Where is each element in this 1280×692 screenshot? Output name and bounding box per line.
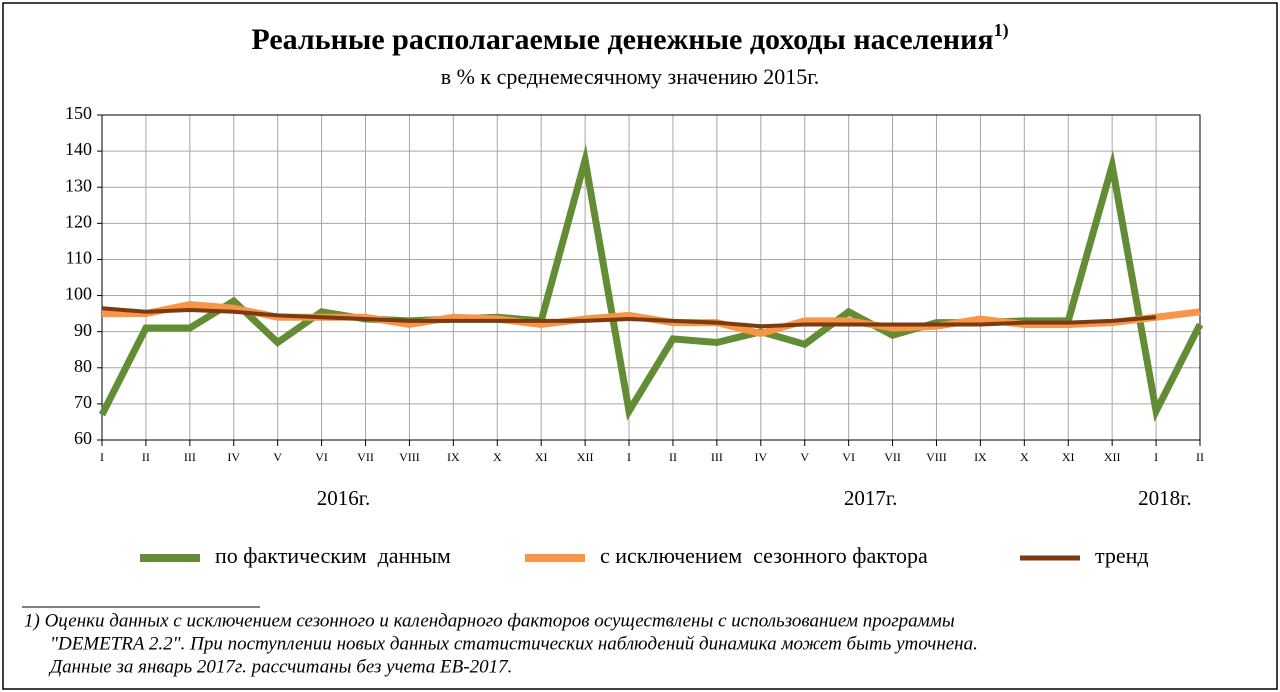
x-tick-label: V (273, 450, 282, 464)
x-tick-label: XII (1104, 450, 1121, 464)
footnote-line: "DEMETRA 2.2". При поступлении новых дан… (50, 633, 978, 654)
y-tick-label: 100 (65, 284, 92, 304)
x-tick-label: VI (315, 450, 328, 464)
series-line (98, 144, 1204, 423)
x-tick-label: VIII (399, 450, 420, 464)
legend-label: по фактическим данным (215, 543, 451, 568)
x-tick-label: X (493, 450, 502, 464)
x-tick-label: III (184, 450, 196, 464)
x-tick-label: I (1154, 450, 1158, 464)
x-tick-label: I (627, 450, 631, 464)
x-tick-label: XI (1062, 450, 1075, 464)
title-note: 1) (994, 20, 1009, 41)
x-tick-label: VIII (926, 450, 947, 464)
footnote-line: 1) Оценки данных с исключением сезонного… (24, 610, 955, 631)
x-tick-label: X (1020, 450, 1029, 464)
x-tick-label: VI (842, 450, 855, 464)
year-label: 2016г. (317, 486, 371, 510)
x-tick-label: III (711, 450, 723, 464)
y-tick-label: 80 (74, 356, 92, 376)
x-tick-label: II (1196, 450, 1204, 464)
plot-border (101, 114, 1201, 441)
x-tick-label: I (100, 450, 104, 464)
x-tick-label: II (142, 450, 150, 464)
x-tick-label: IV (227, 450, 240, 464)
x-tick-label: VII (884, 450, 901, 464)
title-text: Реальные располагаемые денежные доходы н… (251, 23, 993, 56)
y-tick-label: 90 (74, 320, 92, 340)
x-tick-label: IX (447, 450, 460, 464)
x-tick-label: IX (974, 450, 987, 464)
x-tick-label: II (669, 450, 677, 464)
y-tick-label: 120 (65, 211, 92, 231)
legend-label: с исключением сезонного фактора (600, 543, 928, 568)
y-tick-label: 130 (65, 175, 92, 195)
year-label: 2018г. (1138, 486, 1192, 510)
x-tick-label: VII (357, 450, 374, 464)
x-tick-label: XI (535, 450, 548, 464)
legend-label: тренд (1095, 543, 1149, 568)
y-tick-label: 140 (65, 139, 92, 159)
x-tick-label: IV (754, 450, 767, 464)
series-line (101, 306, 1157, 329)
year-label: 2017г. (844, 486, 898, 510)
y-tick-label: 60 (74, 428, 92, 448)
x-tick-label: V (800, 450, 809, 464)
chart-title: Реальные располагаемые денежные доходы н… (251, 20, 1008, 56)
footnote-line: Данные за январь 2017г. рассчитаны без у… (48, 656, 512, 677)
y-tick-label: 110 (66, 248, 92, 268)
x-tick-label: XII (577, 450, 594, 464)
y-tick-label: 150 (65, 103, 92, 123)
chart-subtitle: в % к среднемесячному значению 2015г. (441, 64, 820, 89)
y-tick-label: 70 (74, 392, 92, 412)
